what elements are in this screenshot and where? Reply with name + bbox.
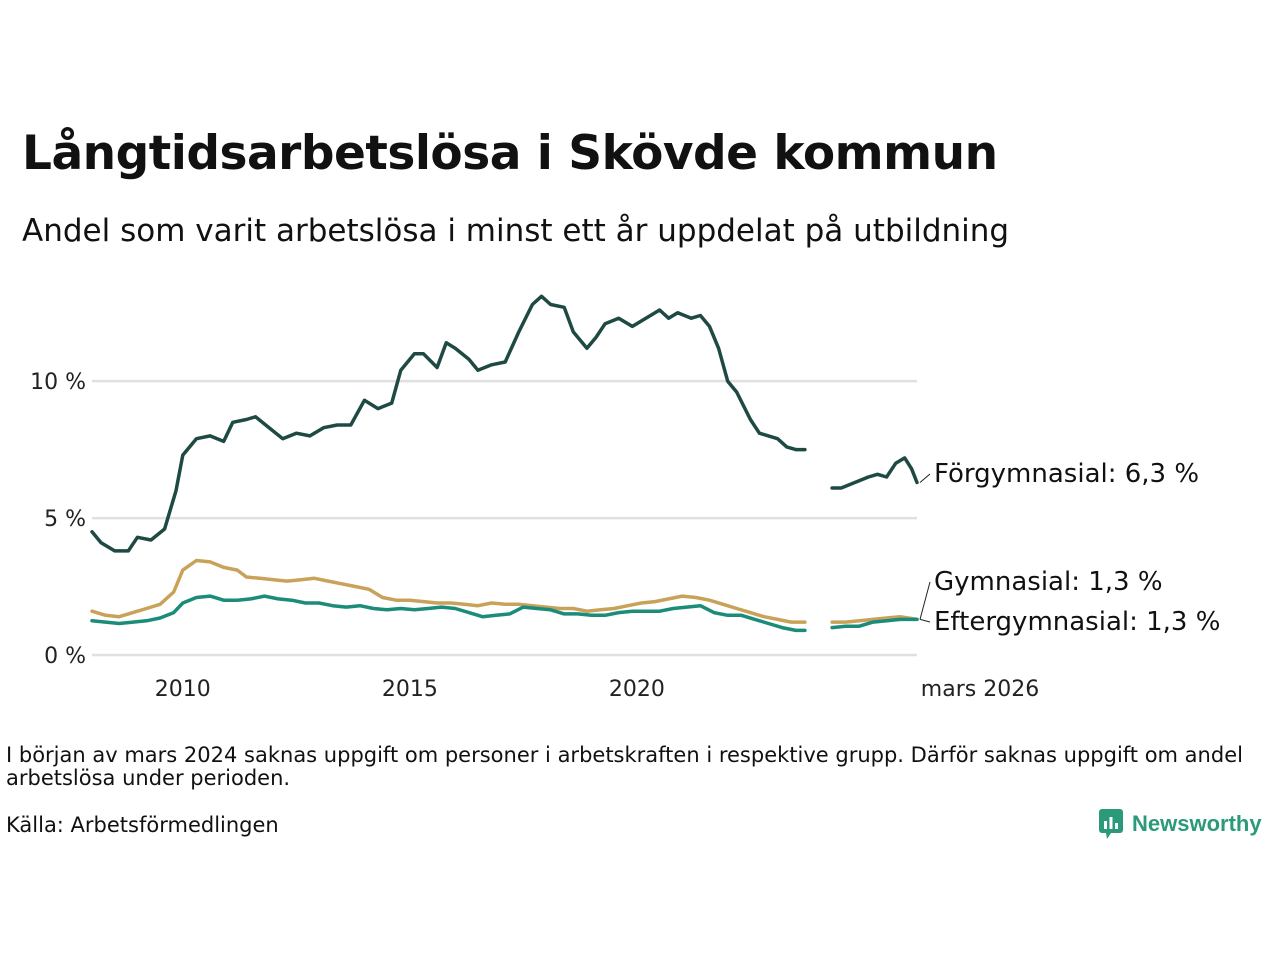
label-leader-line <box>919 473 931 483</box>
label-leader-line <box>919 618 931 623</box>
chart-subtitle: Andel som varit arbetslösa i minst ett å… <box>22 213 1010 249</box>
label-leader-line <box>919 581 931 620</box>
series-end-label: Eftergymnasial: 1,3 % <box>934 607 1220 637</box>
x-axis: 2010 2015 2020 mars 2026 <box>155 677 1039 702</box>
series-line-gymnasial <box>90 558 919 624</box>
source-note: Källa: Arbetsförmedlingen <box>6 813 279 837</box>
series-end-labels: Förgymnasial: 6,3 % Gymnasial: 1,3 % Efter… <box>919 459 1220 637</box>
footnote: I början av mars 2024 saknas uppgift om … <box>6 743 1243 790</box>
x-tick-label: 2020 <box>609 677 665 702</box>
series-end-label: Gymnasial: 1,3 % <box>934 567 1163 597</box>
x-tick-label: 2010 <box>155 677 211 702</box>
chart-title: Långtidsarbetslösa i Skövde kommun <box>22 126 998 181</box>
bar-chart-icon <box>1099 809 1123 839</box>
y-tick-label: 5 % <box>44 507 86 532</box>
series-line-förgymnasial <box>90 294 919 553</box>
x-tick-label: 2015 <box>382 677 438 702</box>
y-tick-label: 10 % <box>30 370 86 395</box>
y-tick-label: 0 % <box>44 644 86 669</box>
series-lines <box>90 294 919 633</box>
y-axis: 0 % 5 % 10 % <box>30 370 86 669</box>
brand-name: Newsworthy <box>1132 811 1262 836</box>
x-tick-label: mars 2026 <box>921 677 1039 702</box>
grid-lines <box>92 379 917 657</box>
newsworthy-logo: Newsworthy <box>1098 808 1262 840</box>
series-end-label: Förgymnasial: 6,3 % <box>934 459 1199 489</box>
series-line-eftergymnasial <box>90 594 919 633</box>
